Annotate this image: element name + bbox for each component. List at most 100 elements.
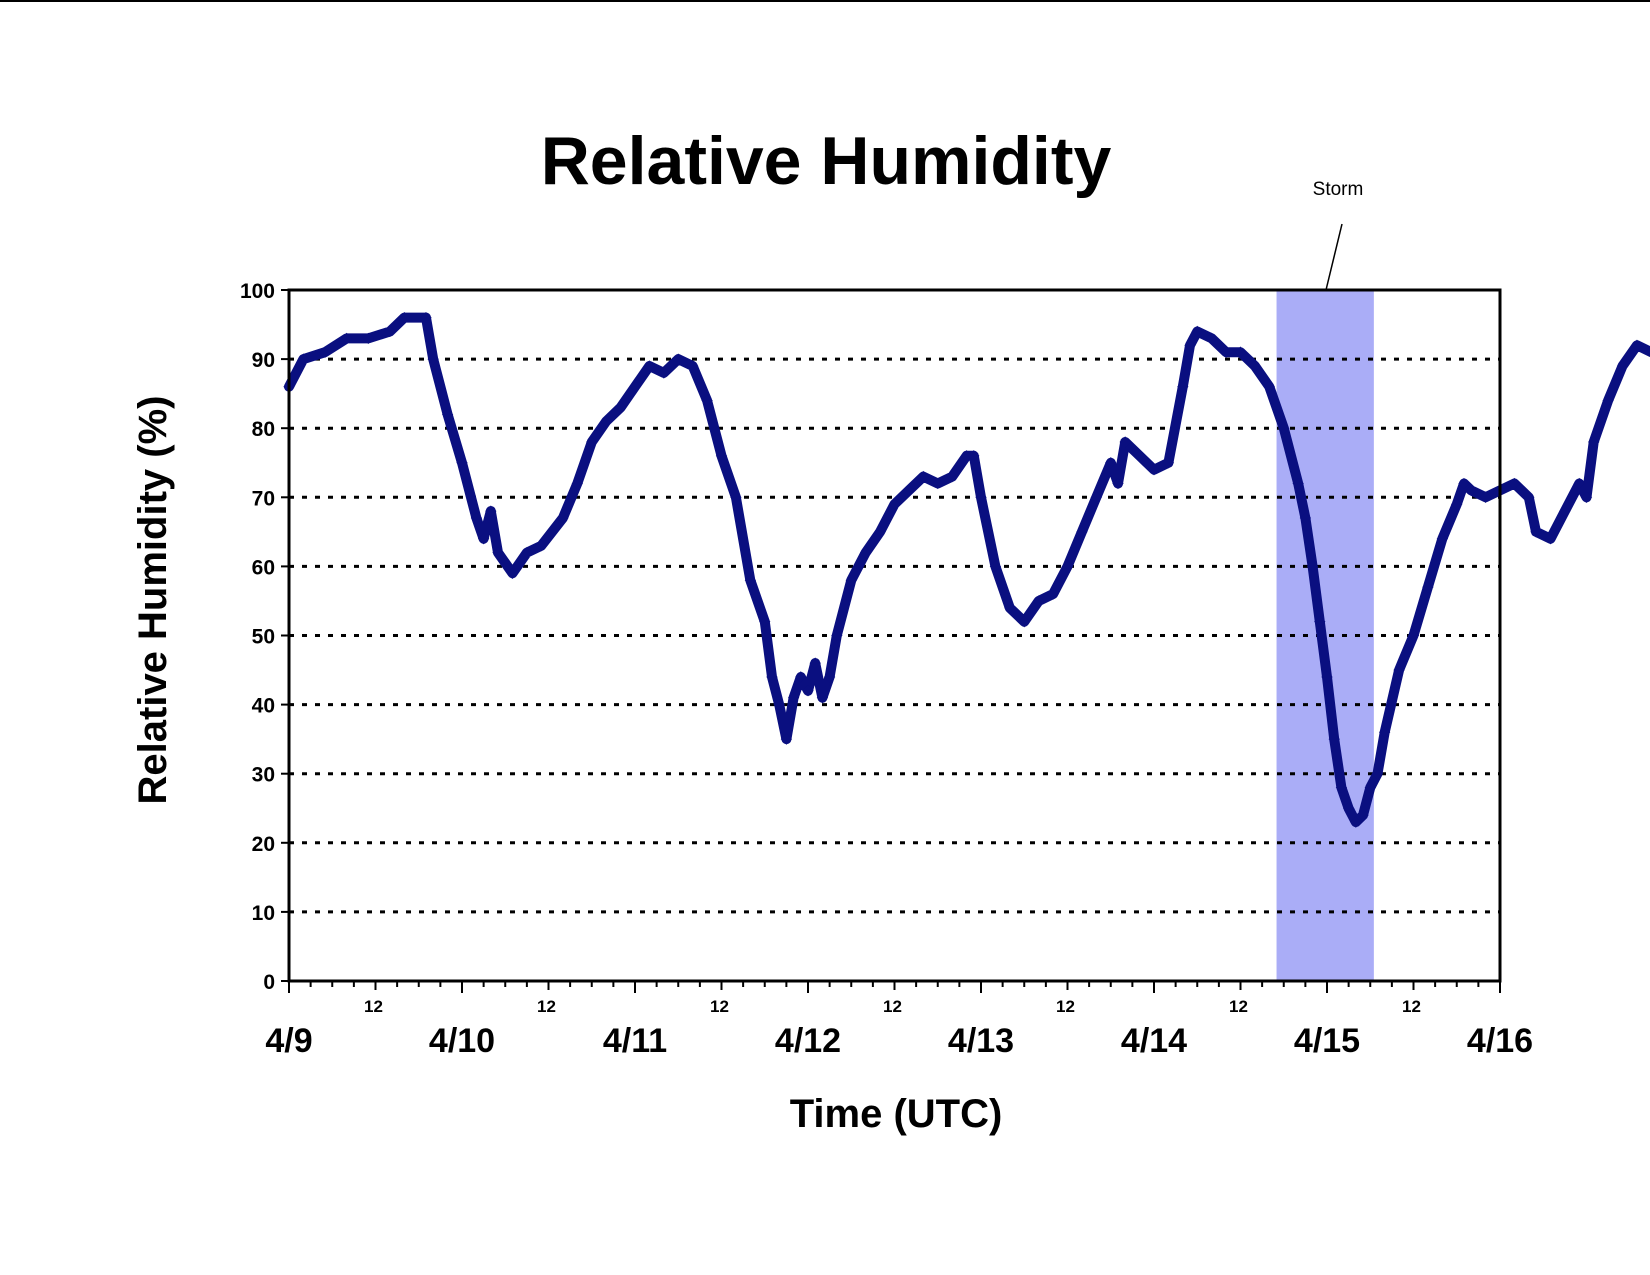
data-point <box>1299 512 1312 524</box>
data-point <box>1133 450 1146 462</box>
x-hour-label: 12 <box>710 997 729 1016</box>
data-point <box>1451 498 1463 510</box>
data-point <box>492 546 504 559</box>
data-point <box>535 540 547 552</box>
data-point <box>571 477 583 490</box>
x-hour-label: 12 <box>883 997 902 1016</box>
x-hour-label: 12 <box>1056 997 1075 1016</box>
data-point <box>1306 560 1319 573</box>
data-point <box>341 332 353 345</box>
x-date-label: 4/15 <box>1294 1022 1360 1060</box>
data-point <box>1393 664 1405 676</box>
data-point <box>715 450 728 462</box>
data-point <box>773 698 785 711</box>
data-point <box>1379 726 1391 738</box>
data-point <box>1573 477 1585 490</box>
y-tick-label: 30 <box>252 764 275 787</box>
data-point <box>427 353 439 365</box>
data-point <box>614 401 627 414</box>
x-date-label: 4/10 <box>429 1022 495 1060</box>
data-point <box>629 381 641 393</box>
data-point <box>600 415 612 427</box>
data-point <box>1602 394 1614 407</box>
data-point <box>1458 477 1470 490</box>
data-point <box>809 657 821 669</box>
data-point <box>795 671 807 683</box>
y-axis-title: Relative Humidity (%) <box>131 396 175 805</box>
data-point <box>1162 457 1175 469</box>
data-point <box>946 470 958 483</box>
data-point <box>730 491 742 503</box>
data-point <box>1206 332 1218 345</box>
data-point <box>989 560 1002 573</box>
storm-annotation-leader <box>1325 223 1343 291</box>
data-point <box>1076 526 1088 538</box>
data-point <box>1645 346 1650 358</box>
data-point <box>1616 360 1629 372</box>
y-tick-label: 60 <box>252 556 275 579</box>
y-tick-label: 20 <box>252 833 275 856</box>
data-point <box>1105 457 1117 469</box>
data-point <box>477 533 490 545</box>
data-point <box>1580 491 1593 503</box>
x-hour-label: 12 <box>1229 997 1248 1016</box>
y-tick-label: 40 <box>252 695 275 718</box>
y-tick-label: 90 <box>252 349 275 372</box>
data-point <box>960 450 973 462</box>
data-point <box>362 332 374 345</box>
y-tick-label: 50 <box>252 626 275 649</box>
data-point <box>672 353 684 365</box>
data-point <box>586 436 598 448</box>
data-point <box>1508 477 1521 490</box>
data-point <box>470 512 483 524</box>
data-point <box>384 325 396 338</box>
data-point <box>1090 491 1102 503</box>
data-point <box>1263 381 1275 393</box>
data-point <box>687 360 699 372</box>
x-axis-title: Time (UTC) <box>790 1092 1003 1136</box>
data-point <box>1465 484 1477 497</box>
data-point <box>759 616 771 628</box>
data-point <box>1371 768 1384 780</box>
y-tick-label: 100 <box>240 280 275 303</box>
data-point <box>420 311 432 324</box>
data-point <box>1335 781 1348 794</box>
data-point <box>485 505 497 517</box>
y-tick-label: 10 <box>252 902 275 925</box>
data-point <box>1033 595 1045 607</box>
data-point <box>521 546 533 559</box>
data-point <box>701 394 713 407</box>
data-point <box>557 512 569 524</box>
data-point <box>831 629 843 642</box>
data-point <box>802 685 814 697</box>
x-date-label: 4/14 <box>1121 1022 1187 1060</box>
data-point <box>1249 360 1261 372</box>
data-point <box>1328 733 1340 745</box>
x-date-label: 4/12 <box>775 1022 841 1060</box>
data-point <box>1047 588 1059 600</box>
data-point <box>845 574 857 586</box>
storm-annotation-label: Storm <box>1313 179 1364 200</box>
data-point <box>1314 616 1326 628</box>
data-point <box>1530 526 1542 538</box>
data-point <box>1631 339 1643 351</box>
data-point <box>766 671 778 683</box>
data-point <box>1292 477 1304 490</box>
data-point <box>1278 422 1290 434</box>
data-point <box>1588 436 1600 448</box>
x-hour-label: 12 <box>1402 997 1421 1016</box>
data-point <box>744 574 756 586</box>
data-point <box>1061 560 1074 573</box>
y-tick-label: 0 <box>263 971 275 994</box>
data-point <box>1523 491 1535 503</box>
data-point <box>1177 381 1189 393</box>
data-point <box>1321 671 1333 683</box>
x-date-label: 4/13 <box>948 1022 1014 1060</box>
data-point <box>780 733 793 745</box>
x-date-label: 4/9 <box>265 1022 312 1060</box>
x-hour-label: 12 <box>364 997 383 1016</box>
data-point <box>1342 802 1355 814</box>
top-border <box>0 0 1650 2</box>
data-point <box>975 491 987 503</box>
data-point <box>968 450 980 462</box>
